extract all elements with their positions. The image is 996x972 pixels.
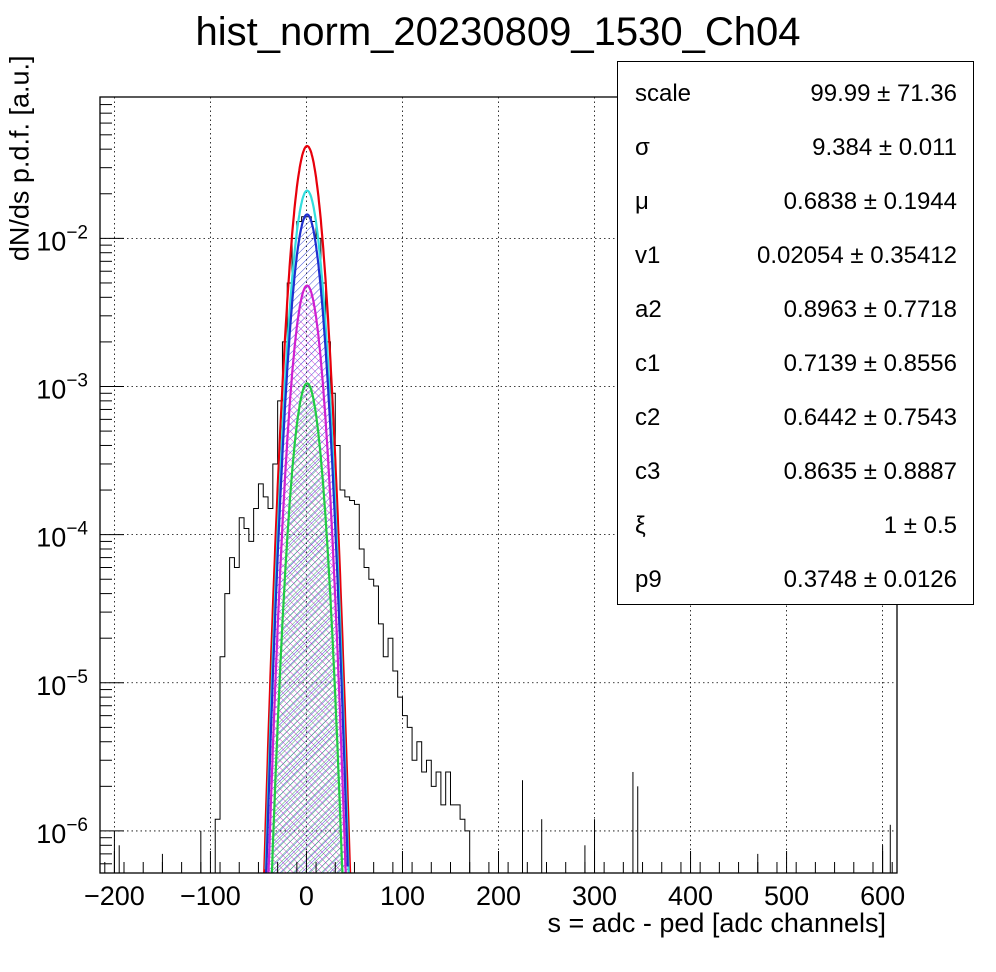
stat-row: c2 0.6442 ± 0.7543 (618, 390, 973, 444)
stat-row: σ 9.384 ± 0.011 (618, 120, 973, 174)
stat-row: p9 0.3748 ± 0.0126 (618, 552, 973, 606)
stat-row: c3 0.8635 ± 0.8887 (618, 444, 973, 498)
stat-name: a2 (635, 296, 662, 323)
y-axis-label: dN/ds p.d.f. [a.u.] (4, 55, 35, 262)
y-tick-label: 10−4 (36, 519, 88, 553)
stat-name: ξ (635, 512, 646, 539)
stat-value: 1 ± 0.5 (883, 512, 957, 539)
component-curve (265, 213, 349, 873)
stat-value: 0.8635 ± 0.8887 (783, 458, 957, 485)
stat-value: 0.3748 ± 0.0126 (783, 566, 957, 593)
stat-name: scale (635, 80, 692, 107)
stat-row: c1 0.7139 ± 0.8556 (618, 336, 973, 390)
stat-row: v1 0.02054 ± 0.35412 (618, 228, 973, 282)
stat-value: 99.99 ± 71.36 (810, 80, 957, 107)
x-tick-label: −200 (84, 881, 145, 911)
x-tick-label: 400 (668, 881, 713, 911)
component-curve (270, 382, 344, 873)
fit-stats-box: scale 99.99 ± 71.36 σ 9.384 ± 0.011 μ 0.… (617, 61, 974, 605)
y-tick-label: 10−6 (36, 815, 88, 849)
component-curve (267, 284, 347, 873)
plot-content (113, 144, 891, 873)
chart-title: hist_norm_20230809_1530_Ch04 (195, 10, 801, 54)
stat-value: 0.6442 ± 0.7543 (783, 404, 957, 431)
x-tick-label: 600 (860, 881, 905, 911)
x-tick-label: 100 (380, 881, 425, 911)
y-tick-label: 10−3 (36, 371, 88, 405)
stat-value: 0.02054 ± 0.35412 (756, 242, 957, 269)
stat-name: c1 (635, 350, 661, 377)
stat-value: 0.6838 ± 0.1944 (783, 188, 957, 215)
y-tick-label: 10−5 (36, 667, 88, 701)
x-tick-label: 300 (572, 881, 617, 911)
stat-name: μ (635, 188, 649, 215)
x-tick-label: 200 (476, 881, 521, 911)
stat-value: 0.7139 ± 0.8556 (783, 350, 957, 377)
y-tick-label: 10−2 (36, 222, 88, 256)
stat-value: 0.8963 ± 0.7718 (783, 296, 957, 323)
stat-name: c3 (635, 458, 661, 485)
x-axis-label: s = adc - ped [adc channels] (547, 908, 886, 938)
stat-name: v1 (635, 242, 661, 269)
stat-row: μ 0.6838 ± 0.1944 (618, 174, 973, 228)
component-curve (263, 144, 352, 873)
stat-name: p9 (635, 566, 662, 593)
stat-row: scale 99.99 ± 71.36 (618, 66, 973, 120)
stat-row: a2 0.8963 ± 0.7718 (618, 282, 973, 336)
stat-name: σ (635, 134, 650, 161)
stat-value: 9.384 ± 0.011 (812, 134, 957, 161)
x-tick-label: −100 (180, 881, 241, 911)
data-histogram (214, 216, 471, 873)
stat-name: c2 (635, 404, 661, 431)
x-tick-label: 0 (299, 881, 314, 911)
x-tick-label: 500 (764, 881, 809, 911)
stat-row: ξ 1 ± 0.5 (618, 498, 973, 552)
